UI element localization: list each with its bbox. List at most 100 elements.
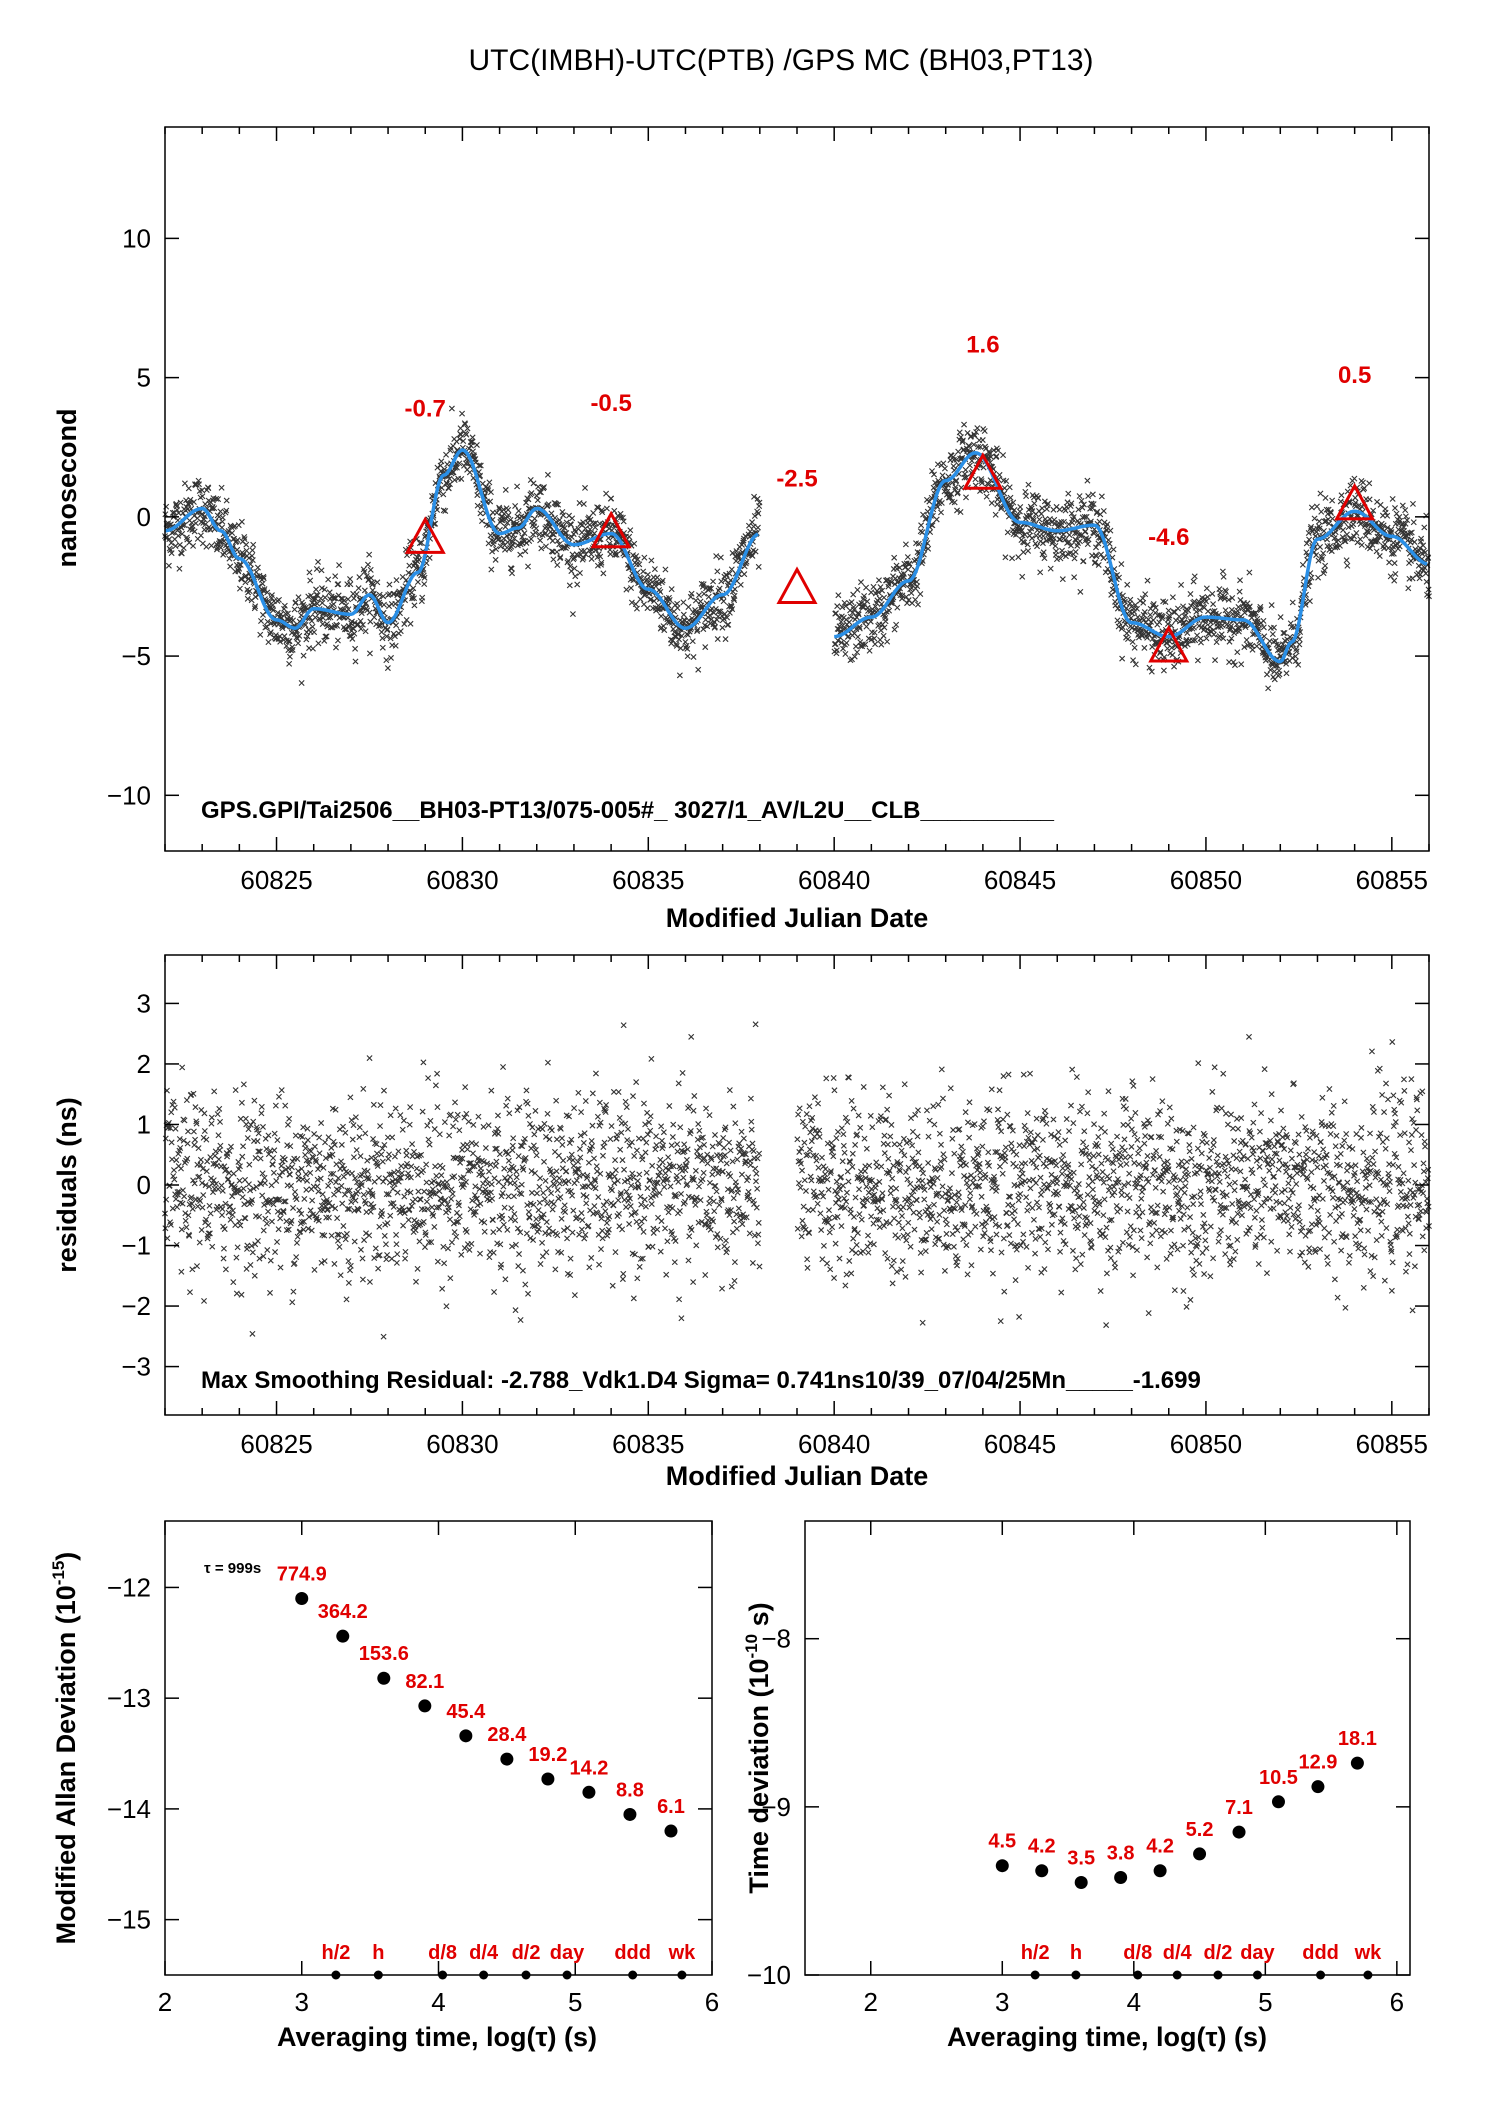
data-point: [296, 632, 303, 639]
data-point: [325, 1182, 332, 1189]
data-point: [434, 1104, 441, 1111]
data-point: [239, 1194, 246, 1201]
data-point: [549, 1171, 556, 1178]
data-point: [215, 1132, 222, 1139]
data-point: [1110, 546, 1117, 553]
data-point: [838, 1223, 845, 1230]
data-point: [622, 1120, 629, 1127]
data-point: [530, 1237, 537, 1244]
data-point: [848, 1270, 855, 1277]
data-point: [330, 601, 337, 608]
data-point: [670, 1121, 677, 1128]
data-point: [879, 1084, 886, 1091]
data-point: [237, 1222, 244, 1229]
data-point: [226, 555, 233, 562]
data-point: [347, 1267, 354, 1274]
data-point: [440, 491, 447, 498]
data-point: [966, 462, 973, 469]
data-point: [588, 1254, 595, 1261]
data-point: [263, 1220, 270, 1227]
data-point: [548, 510, 555, 517]
data-point: [623, 586, 630, 593]
data-point: [294, 635, 301, 642]
data-point: [677, 1124, 684, 1131]
data-point: [684, 653, 691, 660]
figure-title: UTC(IMBH)-UTC(PTB) /GPS MC (BH03,PT13): [468, 44, 1093, 77]
data-point: [281, 1156, 288, 1163]
data-point: [693, 1242, 700, 1249]
data-point: [592, 1185, 599, 1192]
x-tick-label: 60845: [984, 865, 1056, 895]
data-point: [731, 1259, 738, 1266]
data-point: [754, 1185, 761, 1192]
data-point: [818, 1227, 825, 1234]
data-point: [205, 1222, 212, 1229]
data-point: [364, 561, 371, 568]
data-point: [392, 1105, 399, 1112]
data-point: [714, 568, 721, 575]
data-point: [426, 1141, 433, 1148]
data-point: [166, 536, 173, 543]
data-point: [571, 554, 578, 561]
data-point: [881, 1150, 888, 1157]
data-point: [840, 1131, 847, 1138]
data-point: [500, 1221, 507, 1228]
data-point: [174, 1204, 181, 1210]
data-point: [898, 1147, 905, 1154]
data-point: [620, 1022, 627, 1029]
data-point: [207, 1154, 214, 1161]
data-point: [463, 1228, 470, 1235]
data-point: [879, 1190, 886, 1197]
data-point: [1296, 641, 1303, 648]
data-point: [493, 1158, 500, 1165]
data-point: [456, 1213, 463, 1220]
data-point: [719, 1285, 726, 1292]
data-point: [729, 1158, 736, 1165]
data-point: [341, 597, 348, 604]
data-point: [586, 1264, 593, 1271]
data-point: [346, 623, 353, 630]
data-point: [239, 1153, 246, 1160]
data-point: [727, 1173, 734, 1180]
data-point: [558, 1215, 565, 1222]
data-point: [505, 1157, 512, 1164]
data-point: [581, 547, 588, 554]
data-point: [460, 438, 467, 445]
data-point: [658, 1218, 665, 1225]
data-point: [290, 617, 297, 624]
data-point: [616, 1114, 623, 1121]
data-point: [409, 1141, 416, 1148]
data-point: [260, 573, 267, 580]
data-point: [432, 520, 439, 527]
data-point: [706, 1200, 713, 1207]
data-point: [648, 557, 655, 564]
data-point: [1396, 543, 1403, 550]
data-point: [307, 1169, 314, 1176]
data-point: [1149, 643, 1156, 650]
data-point: [1169, 651, 1176, 658]
data-point: [237, 1115, 244, 1122]
data-point: [198, 511, 205, 518]
data-point: [489, 1217, 496, 1224]
data-point: [636, 561, 643, 568]
data-point: [321, 586, 328, 593]
data-point: [1409, 500, 1416, 507]
data-point: [352, 1197, 359, 1204]
data-point: [647, 1113, 654, 1120]
data-point: [915, 1149, 922, 1156]
data-point: [268, 1182, 275, 1189]
data-point: [548, 1190, 555, 1197]
data-point: [379, 1211, 386, 1218]
data-point: [1410, 519, 1417, 526]
data-point: [347, 633, 354, 640]
data-point: [620, 1270, 627, 1277]
data-point: [611, 507, 618, 514]
data-point: [541, 1196, 548, 1203]
data-point: [168, 550, 175, 557]
x-tick-label: 60825: [240, 865, 312, 895]
data-point: [366, 609, 373, 616]
data-point: [598, 561, 605, 568]
data-point: [573, 1177, 580, 1184]
data-point: [756, 1150, 763, 1157]
data-point: [366, 551, 373, 558]
